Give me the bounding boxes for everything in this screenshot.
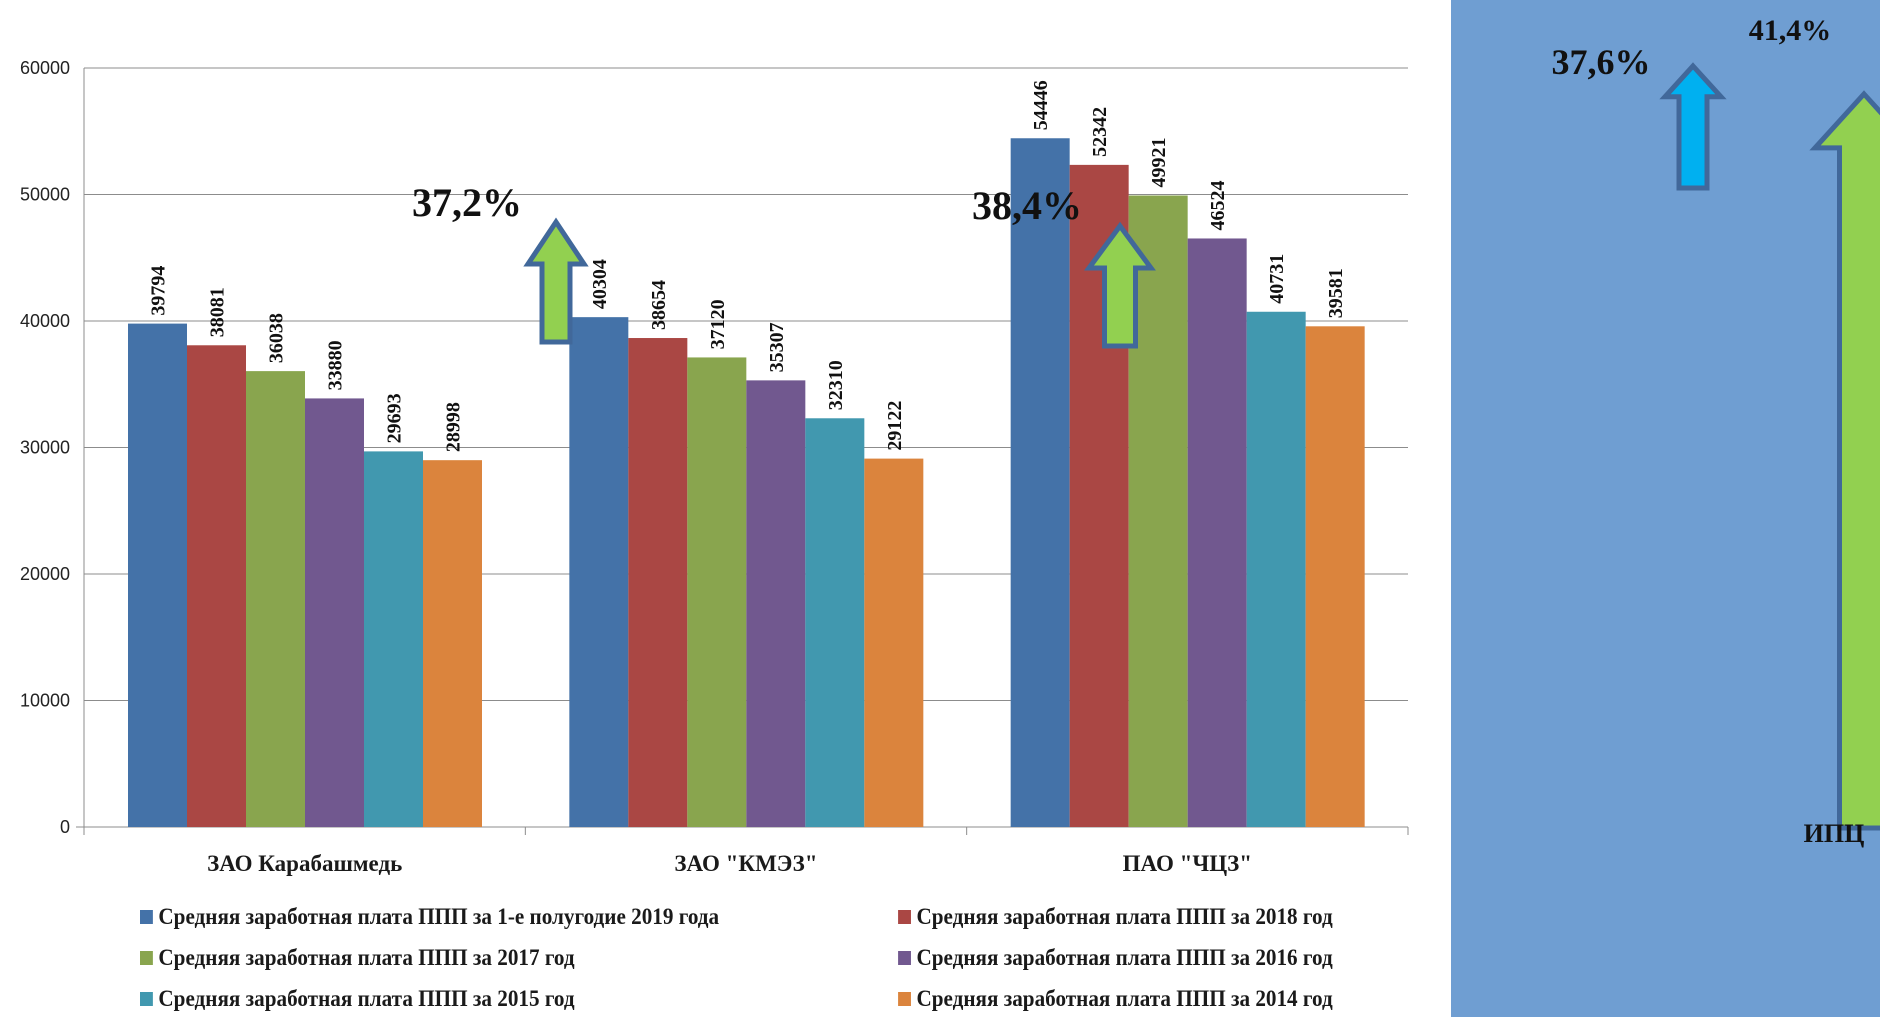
bar [864,458,924,827]
data-label: 28998 [443,402,465,452]
data-label: 38654 [648,280,670,330]
y-tick-label: 10000 [20,691,70,711]
category-label: ЗАО "КМЭЗ" [674,851,817,876]
data-label: 36038 [266,313,288,363]
legend-swatch [140,950,153,965]
cpi-label: ИПЦ [1804,819,1865,848]
bar [569,317,629,827]
bar [628,338,688,827]
side-panel [1451,0,1880,1017]
legend-item-2014: Средняя заработная плата ППП за 2014 год [898,980,1373,1017]
legend: Средняя заработная плата ППП за 1-е полу… [140,898,1373,1017]
legend-item-2019h1: Средняя заработная плата ППП за 1-е полу… [140,898,898,935]
y-tick-label: 0 [60,817,70,837]
legend-label: Средняя заработная плата ППП за 2016 год [916,944,1333,970]
legend-label: Средняя заработная плата ППП за 2015 год [158,985,575,1011]
bar [805,418,865,827]
legend-swatch [140,909,153,924]
legend-swatch [140,991,153,1006]
data-label: 46524 [1207,180,1229,230]
data-label: 39581 [1325,268,1347,318]
bar [1305,326,1365,827]
y-tick-label: 20000 [20,564,70,584]
data-label: 29693 [384,393,406,443]
data-label: 40304 [589,259,611,309]
data-label: 32310 [825,360,847,410]
legend-label: Средняя заработная плата ППП за 2014 год [916,985,1333,1011]
legend-item-2016: Средняя заработная плата ППП за 2016 год [898,939,1373,976]
data-label: 49921 [1148,137,1170,187]
legend-swatch [898,950,911,965]
side-percent-label: 37,6% [1552,42,1651,82]
bar [305,398,364,827]
data-label: 39794 [148,266,170,316]
percent-up-arrow [1084,221,1156,349]
data-label: 40731 [1266,254,1288,304]
bar [1246,311,1306,828]
y-tick-label: 30000 [20,438,70,458]
percent-label: 38,4% [972,183,1082,228]
percent-label: 37,2% [412,180,522,225]
bar [128,323,187,827]
cpi-green-arrow [1809,90,1880,831]
bar [246,371,305,827]
legend-label: Средняя заработная плата ППП за 1-е полу… [158,903,720,929]
legend-item-2017: Средняя заработная плата ППП за 2017 год [140,939,898,976]
y-tick-label: 50000 [20,185,70,205]
category-label: ЗАО Карабашмедь [207,851,402,876]
data-label: 37120 [707,299,729,349]
bar [364,451,423,827]
bar [187,345,246,827]
data-label: 38081 [207,287,229,337]
legend-item-2018: Средняя заработная плата ППП за 2018 год [898,898,1373,935]
legend-label: Средняя заработная плата ППП за 2018 год [916,903,1333,929]
side-percent-label: 41,4% [1749,14,1832,47]
data-label: 29122 [884,401,906,451]
legend-label: Средняя заработная плата ППП за 2017 год [158,944,575,970]
bar [1128,195,1188,828]
y-tick-label: 60000 [20,58,70,78]
bar [687,357,747,827]
cpi-blue-arrow [1659,62,1727,191]
bar [1010,138,1070,827]
y-tick-label: 40000 [20,311,70,331]
bar [1187,238,1247,827]
data-label: 52342 [1089,107,1111,157]
legend-swatch [898,909,911,924]
bar [746,380,806,827]
percent-up-arrow [523,217,589,345]
data-label: 35307 [766,322,788,372]
data-label: 54446 [1030,80,1052,130]
category-label: ПАО "ЧЦЗ" [1123,851,1252,876]
legend-swatch [898,991,911,1006]
legend-item-2015: Средняя заработная плата ППП за 2015 год [140,980,898,1017]
bar [423,460,482,827]
data-label: 33880 [325,340,347,390]
